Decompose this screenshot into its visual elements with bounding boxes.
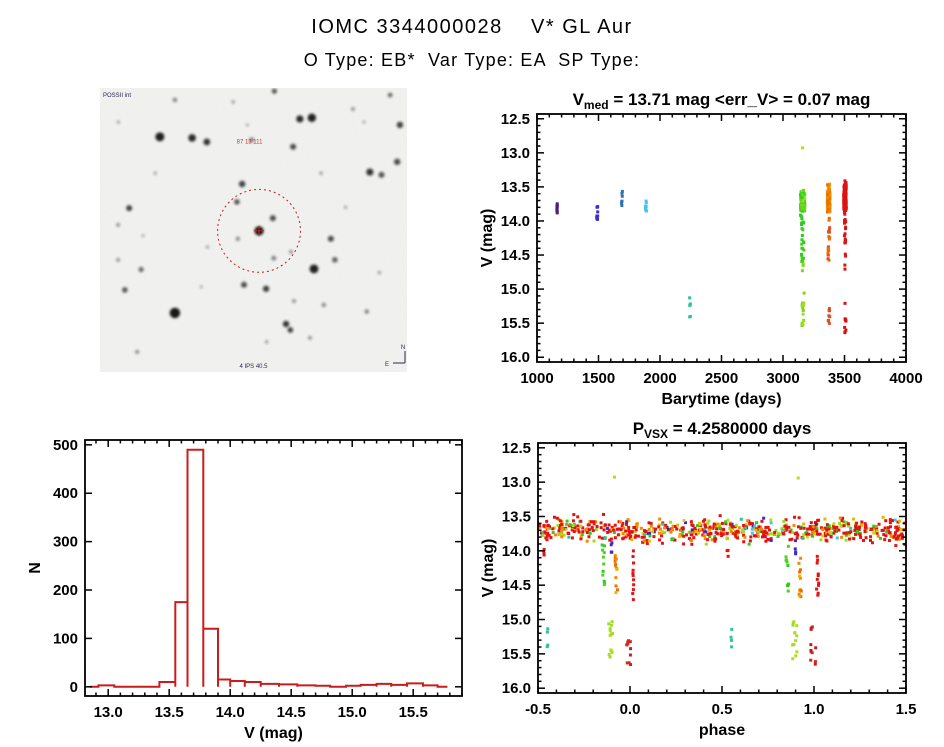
x-tick-label: 1.5 xyxy=(896,701,917,718)
finder-stars xyxy=(116,88,404,354)
x-axis-label: phase xyxy=(699,722,745,739)
y-tick-label: 13.0 xyxy=(501,145,530,162)
y-tick-label: 0 xyxy=(70,679,78,696)
y-tick-label: 14.5 xyxy=(502,577,531,594)
y-tick-label: 100 xyxy=(53,630,78,647)
x-tick-label: 3000 xyxy=(766,370,799,387)
y-tick-label: 13.5 xyxy=(502,508,531,525)
y-tick-label: 15.5 xyxy=(502,646,531,663)
y-tick-label: 12.5 xyxy=(502,440,531,457)
finder-annotation-survey: POSSII int xyxy=(103,93,131,99)
plot-title: Vmed = 13.71 mag <err_V> = 0.07 mag xyxy=(573,90,871,112)
x-axis-label: V (mag) xyxy=(244,725,303,742)
target-circle xyxy=(217,188,301,273)
y-tick-label: 14.5 xyxy=(501,247,530,264)
page-title: IOMC 3344000028 V* GL Aur xyxy=(311,16,633,38)
x-tick-label: 4000 xyxy=(889,370,922,387)
x-axis-label: Barytime (days) xyxy=(661,391,781,408)
compass-east-label: E xyxy=(385,362,389,368)
x-tick-label: -0.5 xyxy=(525,701,551,718)
plot-title: PVSX = 4.2580000 days xyxy=(633,419,812,441)
x-tick-label: 14.0 xyxy=(216,704,245,721)
y-tick-label: 14.0 xyxy=(501,213,530,230)
x-tick-label: 15.5 xyxy=(399,704,428,721)
y-tick-label: 300 xyxy=(53,534,78,551)
lightcurve-points xyxy=(555,146,848,335)
y-tick-label: 13.5 xyxy=(501,179,530,196)
y-tick-label: 15.0 xyxy=(501,281,530,298)
finder-annotation-coords: 4 IPS 40.5 xyxy=(239,364,268,370)
x-tick-label: 0.5 xyxy=(712,701,733,718)
lightcurve-plot: 1000 1500 2000 2500 3000 3500 4000 12.5 13.0 13.5… xyxy=(479,90,923,408)
y-tick-label: 13.0 xyxy=(502,474,531,491)
x-tick-label: 2500 xyxy=(705,370,738,387)
phase-points xyxy=(538,475,907,667)
y-tick-label: 500 xyxy=(53,437,78,454)
y-tick-label: 15.0 xyxy=(502,612,531,629)
y-tick-label: 16.0 xyxy=(502,680,531,697)
page-subtitle: O Type: EB* Var Type: EA SP Type: xyxy=(303,50,641,70)
x-tick-label: 1.0 xyxy=(804,701,825,718)
y-tick-label: 200 xyxy=(53,582,78,599)
y-tick-label: 400 xyxy=(53,485,78,502)
phase-plot: -0.5 0.0 0.5 1.0 1.5 12.5 13.0 13.5 14.0 14.5 15.0… xyxy=(480,419,916,739)
x-tick-label: 1500 xyxy=(582,370,615,387)
compass-north-label: N xyxy=(401,345,405,351)
x-tick-label: 13.5 xyxy=(155,704,184,721)
x-tick-label: 1000 xyxy=(520,370,553,387)
finder-chart: POSSII int 87 13 111 4 IPS 40.5 N E xyxy=(100,88,407,372)
x-tick-label: 15.0 xyxy=(338,704,367,721)
y-tick-label: 14.0 xyxy=(502,543,531,560)
x-tick-label: 0.0 xyxy=(620,701,641,718)
x-tick-label: 2000 xyxy=(643,370,676,387)
histogram-plot: 13.0 13.5 14.0 14.5 15.0 15.5 0 100 200 300 400 500… xyxy=(27,437,463,742)
x-tick-label: 3500 xyxy=(828,370,861,387)
y-axis-label: V (mag) xyxy=(479,209,496,268)
y-tick-label: 12.5 xyxy=(501,111,530,128)
finder-noise xyxy=(100,88,407,372)
histogram-outline xyxy=(89,448,448,688)
x-tick-label: 14.5 xyxy=(277,704,306,721)
y-tick-label: 16.0 xyxy=(501,349,530,366)
x-tick-label: 13.0 xyxy=(94,704,123,721)
y-axis-label: N xyxy=(27,562,44,574)
y-axis-label: V (mag) xyxy=(480,539,497,598)
y-tick-label: 15.5 xyxy=(501,315,530,332)
finder-annotation-id: 87 13 111 xyxy=(237,139,263,145)
